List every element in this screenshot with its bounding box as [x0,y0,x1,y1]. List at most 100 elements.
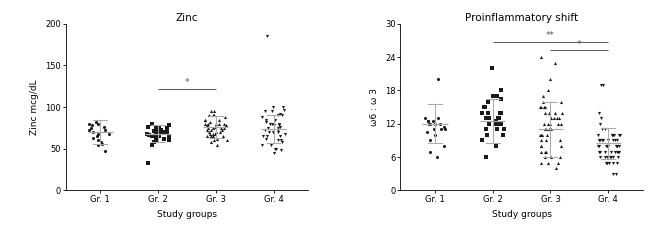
Point [606,150,617,154]
Point [605,155,616,159]
Point [610,139,621,142]
X-axis label: Study groups: Study groups [157,210,217,219]
Point [93,132,104,136]
Point [476,139,487,142]
Point [423,122,434,126]
Point [85,126,96,130]
Point [612,139,623,142]
Point [274,134,285,138]
Point [539,105,549,109]
Point [201,124,212,127]
Point [428,119,438,123]
Point [273,126,283,130]
Point [430,133,441,137]
Point [536,139,546,142]
Point [606,133,617,137]
Point [206,140,216,144]
Point [480,116,491,120]
Point [155,128,166,131]
Point [430,122,440,126]
Point [93,122,104,126]
X-axis label: Study groups: Study groups [491,210,552,219]
Point [483,100,493,104]
Point [207,132,218,136]
Point [556,111,567,114]
Point [201,128,212,131]
Point [279,132,290,136]
Point [608,172,619,176]
Point [540,155,550,159]
Point [608,133,619,137]
Point [540,150,550,154]
Point [602,144,613,148]
Point [613,144,624,148]
Point [93,143,104,146]
Point [262,134,272,138]
Point [614,133,625,137]
Point [262,34,272,38]
Point [549,116,560,120]
Point [210,125,220,129]
Point [149,129,159,133]
Point [484,122,495,126]
Point [608,161,619,164]
Point [266,109,277,113]
Title: Proinflammatory shift: Proinflammatory shift [465,13,578,23]
Point [608,139,619,142]
Point [278,105,289,109]
Point [601,144,611,148]
Point [549,61,560,64]
Point [216,129,227,132]
Point [433,77,443,81]
Point [215,130,225,134]
Point [543,89,553,92]
Point [144,133,155,136]
Point [602,161,613,164]
Point [594,150,604,154]
Point [556,144,566,148]
Point [162,130,173,134]
Point [600,127,610,131]
Point [596,127,607,131]
Point [552,116,562,120]
Point [151,132,161,136]
Point [435,122,445,126]
Point [279,109,289,112]
Point [268,151,279,155]
Point [161,129,172,132]
Point [538,100,548,104]
Point [210,132,220,136]
Point [555,139,565,142]
Point [593,133,604,137]
Point [161,126,172,130]
Point [277,114,287,117]
Point [220,115,231,119]
Point [480,105,491,109]
Point [535,150,546,154]
Point [593,144,604,148]
Point [612,161,623,164]
Point [493,116,504,120]
Point [211,130,222,134]
Text: **: ** [546,31,555,40]
Point [602,155,613,159]
Point [478,105,489,109]
Point [257,143,268,146]
Point [604,161,614,164]
Title: Zinc: Zinc [176,13,198,23]
Point [274,124,285,127]
Point [273,114,283,117]
Point [609,133,619,137]
Point [268,124,279,127]
Point [163,124,174,127]
Point [83,122,94,126]
Point [613,150,624,154]
Point [611,144,622,148]
Point [423,119,434,123]
Point [541,150,552,154]
Point [266,143,276,146]
Point [428,127,439,131]
Point [539,105,550,109]
Point [159,137,169,141]
Point [602,144,613,148]
